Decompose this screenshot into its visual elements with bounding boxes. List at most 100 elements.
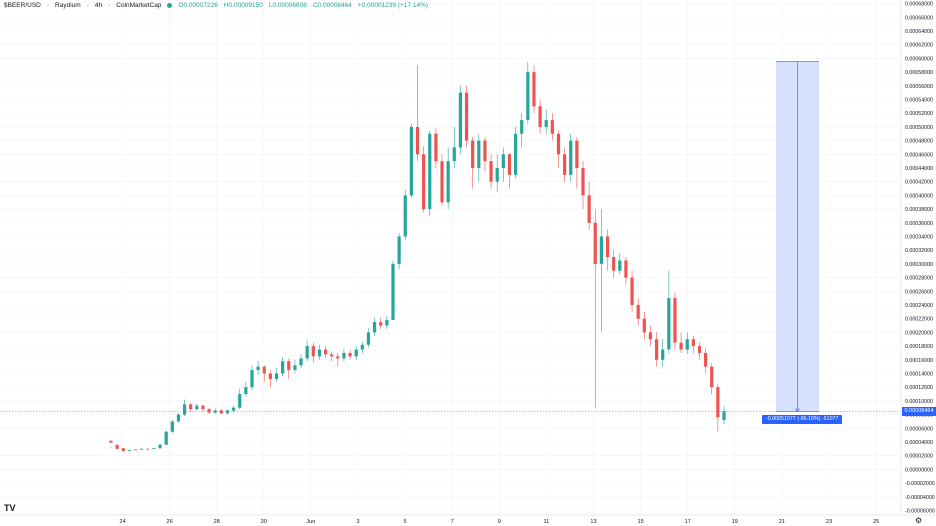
legend-interval[interactable]: 4h	[94, 2, 103, 9]
candle-body	[330, 354, 334, 357]
candle-body	[563, 154, 567, 175]
candle-body	[391, 263, 395, 321]
chart-legend: $BEER/USD · Raydium · 4h · CoinMarketCap…	[4, 2, 428, 9]
legend-open: O0.00007226	[178, 2, 218, 9]
y-tick-label: 0.00046000	[905, 152, 933, 158]
candle-body	[250, 370, 254, 388]
legend-symbol[interactable]: $BEER/USD	[4, 2, 41, 9]
candle-body	[630, 277, 634, 305]
candle-body	[587, 195, 591, 223]
y-tick-label: 0.00056000	[905, 84, 933, 90]
candle-body	[581, 168, 585, 196]
candle-body	[281, 361, 285, 374]
market-status-icon	[167, 3, 173, 8]
tradingview-logo-icon[interactable]: TV	[4, 503, 16, 513]
candle-body	[213, 410, 217, 413]
x-tick-label: 28	[214, 519, 220, 525]
x-tick-label: 25	[873, 519, 879, 525]
measure-arrowhead-icon	[795, 408, 800, 412]
y-tick-label: 0.00000000	[905, 467, 933, 473]
y-tick-label: 0.00042000	[905, 180, 933, 186]
candle-body	[354, 349, 358, 357]
y-tick-label: 0.00058000	[905, 70, 933, 76]
candle-body	[446, 161, 450, 203]
x-tick-label: 21	[779, 519, 785, 525]
legend-close: C0.00008464	[312, 2, 352, 9]
x-tick-label: 15	[637, 519, 643, 525]
candle-body	[323, 349, 328, 355]
candle-body	[507, 154, 512, 175]
candle-body	[397, 236, 401, 264]
candle-body	[207, 409, 211, 413]
y-tick-label: 0.00002000	[905, 454, 933, 460]
candle-body	[342, 352, 346, 359]
y-tick-label: 0.00014000	[905, 372, 933, 378]
time-axis[interactable]: 24 26 28 30 Jun 3 5 7 9 11 13 15 17 19 21 23 25	[119, 519, 879, 525]
measure-label: -0.00051077 (-86.10%) -51077	[762, 415, 843, 425]
candle-body	[189, 404, 193, 410]
y-tick-label: 0.00034000	[905, 235, 933, 241]
candle-body	[477, 140, 481, 168]
candle-body	[612, 257, 616, 271]
y-tick-label: 0.00066000	[905, 15, 933, 21]
candle-body	[624, 260, 628, 278]
candle-body	[366, 332, 371, 345]
candle-body	[471, 140, 475, 168]
x-tick-label: 19	[732, 519, 738, 525]
y-tick-label: 0.00036000	[905, 221, 933, 227]
y-tick-label: 0.00026000	[905, 289, 933, 295]
candle-body	[244, 387, 248, 395]
candle-body	[673, 298, 677, 343]
y-tick-label: 0.00040000	[905, 193, 933, 199]
candle-body	[661, 349, 665, 360]
x-tick-label: 26	[166, 519, 172, 525]
candle-body	[256, 366, 260, 371]
candle-body	[654, 339, 659, 360]
candle-body	[201, 405, 205, 410]
candle-body	[691, 339, 695, 347]
candle-body	[422, 154, 426, 210]
candle-body	[458, 92, 463, 148]
y-tick-label: 0.00024000	[905, 303, 933, 309]
candle-body	[158, 444, 162, 449]
candle-body	[489, 161, 493, 182]
candle-body	[182, 404, 187, 415]
y-tick-label: 0.00006000	[905, 426, 933, 432]
candle-body	[704, 352, 708, 367]
candle-body	[716, 387, 720, 418]
candle-body	[667, 298, 671, 350]
candle-body	[618, 260, 622, 271]
gear-icon[interactable]: ⚙	[915, 516, 923, 525]
candle-body	[348, 352, 352, 357]
y-tick-label: -0.00004000	[905, 495, 935, 501]
candle-body	[225, 410, 230, 414]
candle-body	[428, 133, 432, 210]
x-tick-label: 11	[543, 519, 549, 525]
y-tick-label: 0.00048000	[905, 139, 933, 145]
y-tick-label: 0.00028000	[905, 276, 933, 282]
x-tick-label: Jun	[306, 519, 315, 525]
x-tick-label: 24	[119, 519, 125, 525]
legend-separator: ·	[46, 2, 50, 9]
candle-body	[274, 373, 279, 379]
y-tick-label: 0.00020000	[905, 330, 933, 336]
candle-body	[710, 366, 714, 388]
candle-body	[464, 92, 469, 141]
legend-source: CoinMarketCap	[116, 2, 162, 9]
candle-body	[336, 356, 340, 359]
y-tick-label: 0.00022000	[905, 317, 933, 323]
candles	[109, 61, 726, 453]
candle-body	[532, 72, 536, 107]
candle-body	[679, 342, 683, 350]
candle-body	[146, 448, 150, 450]
measure-tool[interactable]	[776, 61, 819, 412]
candle-body	[379, 322, 383, 326]
y-tick-label: 0.00004000	[905, 440, 933, 446]
candle-body	[164, 431, 168, 445]
y-tick-label: 0.00032000	[905, 248, 933, 254]
y-tick-label: 0.00060000	[905, 56, 933, 62]
y-tick-label: 0.00054000	[905, 98, 933, 104]
legend-change: +0.00001239 (+17.14%)	[357, 2, 429, 9]
candle-body	[434, 133, 438, 162]
